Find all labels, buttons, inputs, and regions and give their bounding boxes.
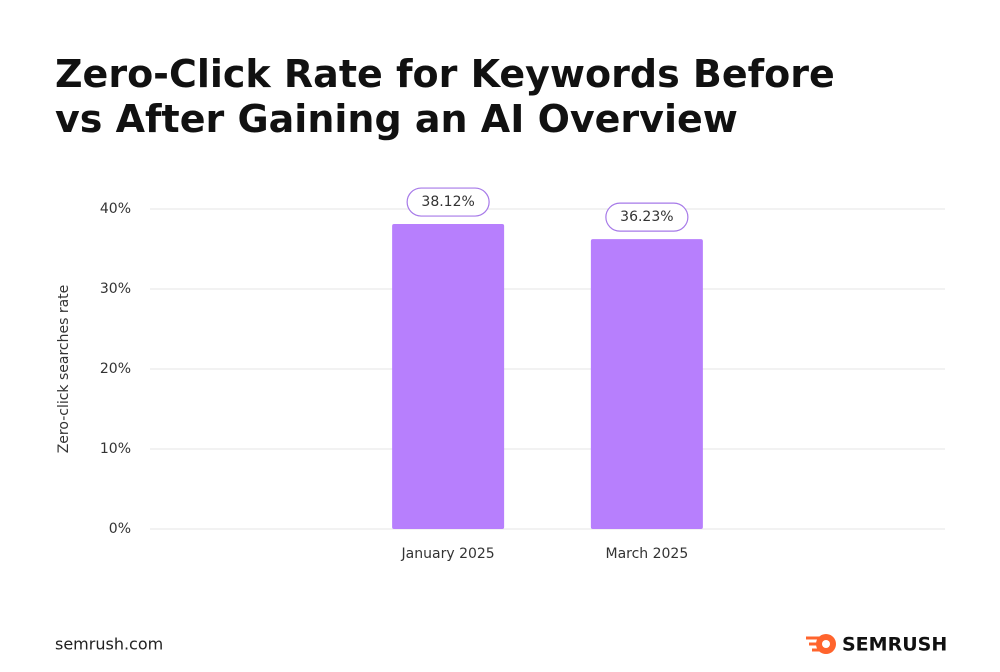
- x-tick-label: March 2025: [605, 546, 688, 562]
- y-axis-label: Zero-click searches rate: [56, 285, 72, 454]
- value-label-pill: [605, 202, 689, 232]
- x-tick-label: January 2025: [401, 546, 495, 562]
- logo-icon: [806, 636, 820, 652]
- y-tick-label: 40%: [100, 201, 131, 217]
- value-label: 38.12%: [421, 194, 474, 210]
- value-label-pill: [406, 187, 490, 217]
- y-tick-label: 0%: [109, 521, 131, 537]
- chart-title: vs After Gaining an AI Overview: [55, 97, 738, 141]
- value-label: 36.23%: [620, 209, 673, 225]
- bar: [392, 224, 505, 530]
- y-tick-label: 20%: [100, 361, 131, 377]
- logo-icon: [822, 640, 830, 648]
- chart-title: Zero-Click Rate for Keywords Before: [55, 52, 835, 96]
- brand-logo: SEMRUSH: [806, 634, 947, 656]
- brand: SEMRUSH: [842, 634, 947, 656]
- y-tick-label: 10%: [100, 441, 131, 457]
- y-tick-label: 30%: [100, 281, 131, 297]
- bar: [590, 239, 703, 529]
- source: semrush.com: [55, 635, 163, 654]
